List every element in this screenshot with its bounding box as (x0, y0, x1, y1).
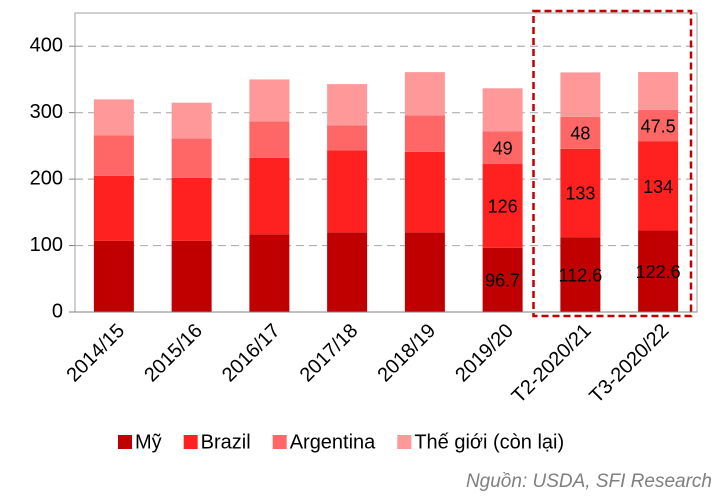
bar-segment (404, 151, 445, 233)
bar-segment (404, 72, 445, 116)
x-tick-label: 2015/16 (140, 320, 207, 387)
y-tick-label: 0 (52, 300, 63, 322)
bar-segment (171, 240, 212, 312)
bar-segment (404, 232, 445, 312)
bar-segment (638, 230, 679, 312)
bar-segment (404, 115, 445, 152)
value-label: 48 (570, 124, 590, 144)
x-tick-label: T2-2020/21 (508, 320, 596, 408)
bar-segment (482, 88, 523, 132)
bar-segment (171, 102, 212, 139)
plot-frame (74, 12, 698, 313)
bar-segment (249, 157, 290, 235)
bar-segment (327, 125, 368, 151)
x-tick-label: 2018/19 (373, 320, 440, 387)
bar-segment (638, 141, 679, 231)
bar-segment (171, 177, 212, 241)
bar-segment (93, 175, 134, 241)
highlight-box (532, 9, 693, 318)
bar-segment (560, 72, 601, 117)
x-tick-label: 2016/17 (218, 320, 285, 387)
legend-swatch (183, 435, 198, 449)
value-label: 112.6 (559, 265, 603, 285)
legend-label: Brazil (201, 431, 251, 453)
x-tick-label: 2017/18 (296, 320, 363, 387)
value-label: 134 (643, 177, 673, 197)
value-label: 122.6 (636, 262, 681, 282)
bar-segment (638, 109, 679, 142)
x-tick-label: 2014/15 (62, 320, 129, 387)
legend-swatch (397, 435, 412, 449)
bar-segment (560, 148, 601, 238)
x-tick-label: 2019/20 (451, 320, 518, 387)
bar-segment (171, 138, 212, 178)
legend-swatch (272, 435, 287, 449)
y-tick-label: 200 (30, 167, 63, 189)
source: Nguồn: USDA, SFI Research (466, 471, 712, 492)
y-tick-label: 400 (30, 35, 63, 57)
legend-label: Thế giới (còn lại) (414, 431, 564, 453)
value-label: 49 (493, 138, 513, 158)
bar-segment (482, 131, 523, 165)
bar-segment (327, 150, 368, 233)
legend-label: Mỹ (135, 431, 162, 453)
bar-segment (93, 99, 134, 136)
value-label: 133 (565, 184, 595, 204)
y-tick-label: 100 (30, 234, 63, 256)
x-tick-label: T3-2020/22 (586, 320, 674, 408)
bar-segment (327, 84, 368, 126)
bar-segment (560, 237, 601, 312)
value-label: 126 (488, 197, 518, 217)
bar-segment (93, 240, 134, 312)
value-label: 47.5 (641, 116, 676, 136)
legend-label: Argentina (290, 431, 376, 453)
bar-segment (249, 234, 290, 312)
bar-segment (482, 164, 523, 248)
legend-swatch (118, 435, 132, 449)
bar-segment (93, 135, 134, 176)
value-label: 96.7 (485, 271, 520, 291)
bar-segment (249, 79, 290, 122)
bar-segment (560, 116, 601, 149)
y-tick-label: 300 (30, 101, 63, 123)
bar-segment (638, 72, 679, 110)
bar-segment (482, 247, 523, 312)
bar-segment (249, 121, 290, 158)
bar-segment (327, 232, 368, 312)
